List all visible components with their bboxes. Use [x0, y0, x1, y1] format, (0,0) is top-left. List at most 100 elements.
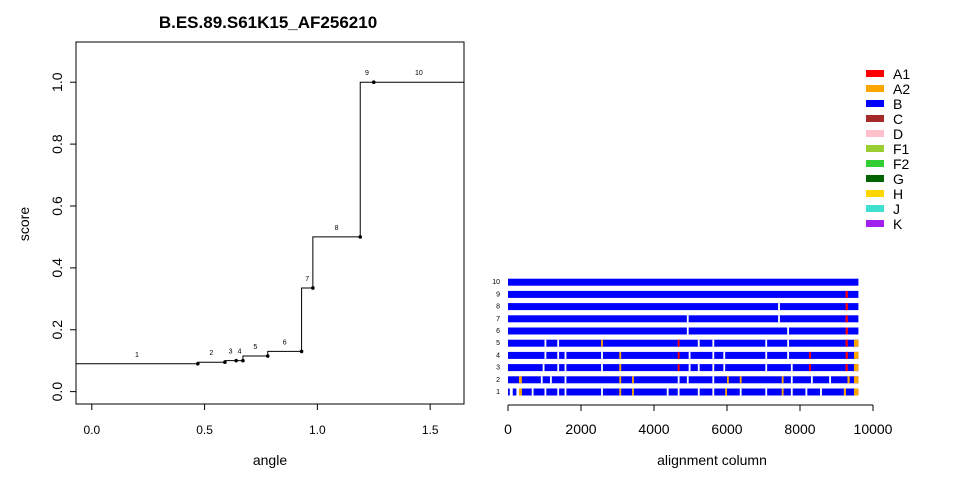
legend-label: F1: [893, 141, 910, 157]
track-segment: [518, 388, 522, 396]
x-tick-label: 8000: [784, 421, 815, 437]
legend-item: G: [866, 171, 904, 187]
x-tick-label: 1.5: [422, 423, 439, 437]
track-segment: [843, 388, 846, 396]
track-segment: [765, 388, 768, 396]
track-segment: [542, 364, 545, 372]
track-bar: [508, 278, 859, 286]
step-point: [299, 349, 304, 354]
track-segment: [739, 376, 742, 384]
legend-swatch: [866, 220, 884, 227]
track-bar: [508, 327, 859, 335]
track-segment: [854, 376, 859, 384]
track-segment: [829, 376, 832, 384]
track-segment: [549, 376, 552, 384]
step-label: 9: [365, 70, 369, 77]
x-tick-label: 4000: [638, 421, 669, 437]
chart-title: B.ES.89.S61K15_AF256210: [159, 13, 377, 32]
alignment-plot: 1 2 3 4 5 6 7 8 9 10 0 2000 4000 6000 8000 10000 align…: [492, 278, 893, 468]
step-point: [358, 235, 363, 239]
track-segment: [564, 364, 567, 372]
track-segment: [778, 303, 780, 311]
row-label: 9: [496, 291, 500, 298]
legend-item: A2: [866, 81, 910, 97]
legend-swatch: [866, 160, 884, 167]
track-segment: [723, 364, 726, 372]
track-segment: [854, 339, 859, 347]
track-segment: [557, 364, 560, 372]
y-axis-label: score: [16, 207, 32, 241]
track-segment: [845, 351, 848, 359]
track-bar: [508, 376, 859, 384]
legend-label: J: [893, 201, 900, 217]
alignment-row: 9: [496, 290, 859, 298]
y-tick-label: 1.0: [49, 72, 65, 92]
legend-swatch: [866, 175, 884, 182]
track-segment: [557, 388, 560, 396]
x-tick-label: 0: [504, 421, 512, 437]
track-segment: [790, 388, 793, 396]
alignment-tracks: 1 2 3 4 5 6 7 8 9 10: [492, 278, 859, 396]
row-label: 2: [496, 377, 500, 384]
track-segment: [564, 388, 567, 396]
x-tick-label: 6000: [711, 421, 742, 437]
score-step-plot: B.ES.89.S61K15_AF256210 0.0 0.5 1.0 1.5 0.0…: [16, 13, 465, 468]
track-segment: [727, 376, 729, 384]
track-segment: [778, 315, 780, 323]
step-label: 2: [209, 350, 213, 357]
track-segment: [845, 339, 848, 347]
track-segment: [666, 388, 669, 396]
track-bar: [508, 303, 859, 311]
track-segment: [723, 351, 726, 359]
track-segment: [787, 351, 790, 359]
track-segment: [810, 376, 813, 384]
track-segment: [544, 351, 547, 359]
track-segment: [765, 339, 768, 347]
alignment-x-axis: 0 2000 4000 6000 8000 10000: [504, 404, 893, 437]
step-label: 4: [238, 349, 242, 356]
track-segment: [632, 376, 634, 384]
track-segment: [739, 388, 742, 396]
legend-label: K: [893, 216, 903, 232]
track-segment: [809, 364, 811, 372]
step-point: [223, 360, 227, 365]
legend-label: A1: [893, 66, 910, 82]
alignment-row: 2: [496, 376, 859, 384]
row-label: 7: [496, 316, 500, 323]
alignment-x-axis-label: alignment column: [657, 452, 767, 468]
track-segment: [845, 290, 848, 298]
track-segment: [765, 364, 768, 372]
track-bar: [508, 339, 859, 347]
track-segment: [787, 339, 790, 347]
legend-swatch: [866, 205, 884, 212]
track-segment: [677, 376, 680, 384]
track-segment: [601, 339, 603, 347]
legend-item: B: [866, 96, 902, 112]
legend-swatch: [866, 130, 884, 137]
legend-item: J: [866, 201, 900, 217]
row-label: 6: [496, 328, 500, 335]
step-point: [311, 286, 315, 290]
track-segment: [601, 364, 603, 372]
track-segment: [845, 303, 848, 311]
track-segment: [619, 364, 622, 372]
track-segment: [712, 364, 715, 372]
legend-label: G: [893, 171, 904, 187]
track-segment: [564, 376, 567, 384]
legend-label: F2: [893, 156, 910, 172]
track-segment: [854, 388, 859, 396]
legend-label: H: [893, 186, 903, 202]
alignment-row: 6: [496, 327, 859, 335]
alignment-row: 1: [496, 388, 859, 396]
track-segment: [809, 351, 811, 359]
step-point: [196, 361, 200, 366]
legend-item: F2: [866, 156, 910, 172]
track-segment: [601, 351, 603, 359]
track-segment: [677, 388, 680, 396]
track-segment: [790, 376, 793, 384]
alignment-row: 8: [496, 303, 859, 311]
track-segment: [544, 388, 547, 396]
legend-swatch: [866, 145, 884, 152]
legend-swatch: [866, 70, 884, 77]
